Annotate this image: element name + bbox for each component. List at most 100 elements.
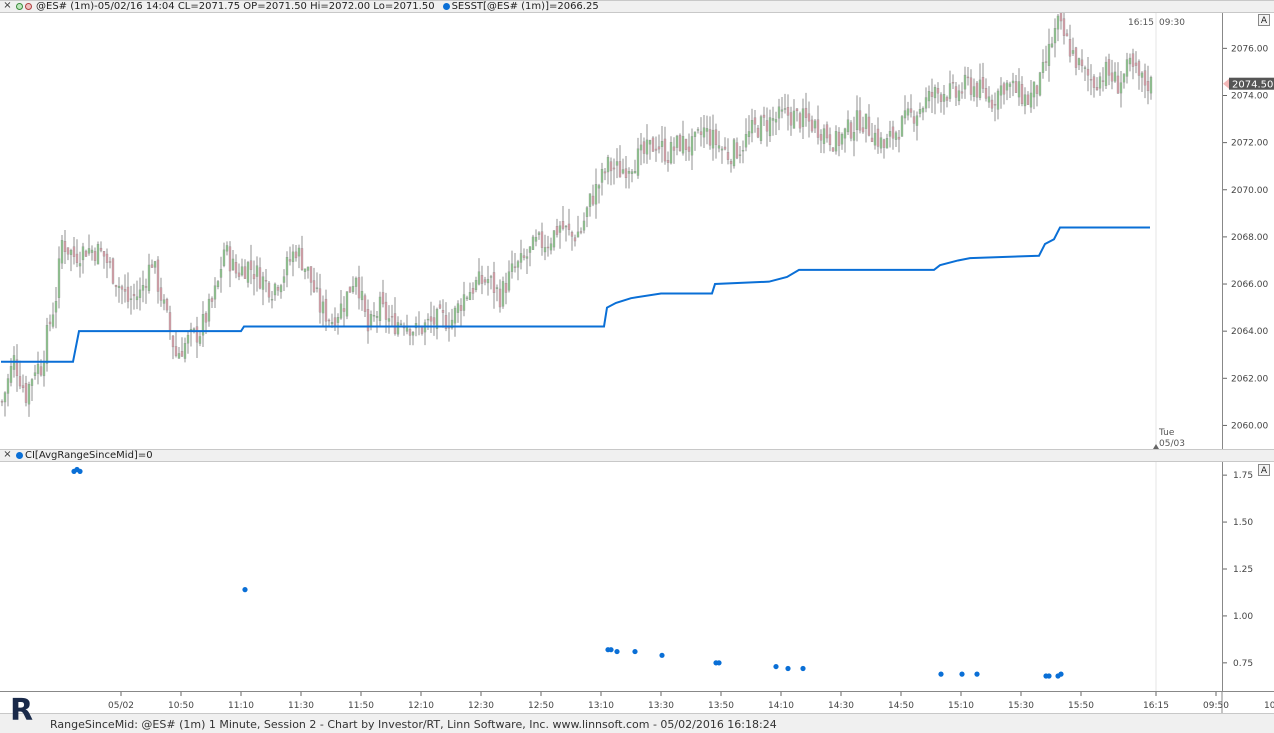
price-candle — [174, 331, 178, 358]
price-candle — [219, 256, 223, 293]
price-candle — [201, 301, 205, 347]
candle-body — [54, 301, 58, 313]
candle-body — [1095, 87, 1099, 91]
candle-body — [660, 141, 664, 147]
price-candle — [222, 242, 226, 268]
price-candle — [645, 124, 649, 164]
candle-body — [357, 277, 361, 299]
price-tick-label: 2072.00 — [1231, 139, 1268, 149]
indicator-plot-area[interactable] — [0, 462, 1222, 691]
time-tick-label: 15:30 — [1008, 701, 1034, 711]
price-candle — [828, 127, 832, 152]
candle-body — [600, 169, 604, 183]
price-axis[interactable]: 2060.00 2062.00 2064.00 2066.00 2068.00 2070.… — [1222, 13, 1274, 449]
candle-body — [705, 128, 709, 132]
candle-body — [945, 97, 949, 101]
session-right-time: 09:30 — [1159, 18, 1185, 28]
candle-body — [846, 119, 850, 133]
sesst-info: SESST[@ES# (1m)]=2066.25 — [451, 1, 599, 12]
price-candle — [663, 126, 667, 165]
candle-body — [795, 108, 799, 112]
price-candle — [123, 274, 127, 303]
price-candle — [519, 239, 523, 270]
price-candle — [537, 231, 541, 240]
candle-body — [1092, 76, 1096, 88]
candle-body — [1002, 83, 1006, 95]
candle-body — [3, 392, 7, 403]
indicator-axis[interactable]: 1.75 1.50 1.25 1.00 0.75 — [1222, 462, 1274, 691]
autoscale-button-main[interactable]: A — [1258, 14, 1270, 26]
time-tick-label: 15:50 — [1068, 701, 1094, 711]
candle-body — [66, 247, 70, 255]
candle-body — [1125, 59, 1129, 77]
candle-body — [885, 138, 889, 149]
price-candle — [915, 111, 919, 141]
price-candle — [531, 234, 535, 250]
price-candle — [693, 131, 697, 151]
candle-body — [303, 268, 307, 272]
candle-body — [183, 343, 187, 359]
price-candle — [504, 272, 508, 305]
price-candle — [576, 215, 580, 238]
candle-body — [114, 285, 118, 287]
candle-body — [912, 116, 916, 124]
price-candle — [1083, 65, 1087, 81]
candle-body — [1017, 81, 1021, 98]
price-candle — [417, 311, 421, 336]
time-axis-svg: 05/02 10:50 11:10 11:30 11:50 12:10 12:30 12:50… — [108, 692, 1274, 714]
candle-body — [804, 107, 808, 118]
price-candle — [483, 276, 487, 286]
price-candle — [486, 265, 490, 296]
candle-body — [306, 266, 310, 271]
candle-body — [1071, 50, 1075, 54]
time-tick-label: 10:50 — [168, 701, 194, 711]
candle-body — [30, 379, 34, 386]
price-candle — [951, 74, 955, 90]
time-axis[interactable]: 05/02 10:50 11:10 11:30 11:50 12:10 12:30 12:50… — [0, 691, 1274, 714]
price-candle — [126, 272, 130, 309]
candle-body — [222, 249, 226, 266]
candle-body — [399, 323, 403, 325]
candle-body — [573, 237, 577, 242]
price-candle — [897, 129, 901, 153]
price-candle — [1131, 48, 1135, 80]
candle-body — [870, 137, 874, 143]
price-candle — [426, 313, 430, 330]
candle-body — [1146, 81, 1150, 92]
candle-body — [282, 276, 286, 283]
candle-body — [81, 246, 85, 261]
candle-body — [1140, 72, 1144, 78]
candle-body — [195, 326, 199, 343]
price-candle — [603, 168, 607, 181]
candle-body — [624, 168, 628, 179]
candle-body — [135, 296, 139, 301]
last-price-box — [1229, 77, 1274, 90]
candle-body — [435, 309, 439, 329]
candle-body — [813, 120, 817, 129]
candle-body — [717, 145, 721, 149]
candle-body — [291, 251, 295, 263]
ci-info: CI[AvgRangeSinceMid]=0 — [25, 450, 153, 461]
close-main-pane-icon[interactable]: × — [3, 0, 12, 11]
candle-body — [684, 138, 688, 150]
candle-body — [690, 136, 694, 156]
candle-body — [921, 108, 925, 113]
autoscale-button-sub[interactable]: A — [1258, 464, 1270, 476]
candle-body — [243, 266, 247, 279]
price-plot-area[interactable]: 16:15 09:30 Tue 05/03 — [0, 3, 1222, 449]
close-indicator-pane-icon[interactable]: × — [3, 449, 12, 460]
candle-body — [1038, 72, 1042, 96]
candle-body — [801, 108, 805, 127]
price-candle — [606, 154, 610, 185]
price-candle — [144, 278, 148, 304]
candle-body — [264, 280, 268, 282]
candle-body — [162, 299, 166, 304]
candle-body — [507, 271, 511, 291]
candle-body — [531, 236, 535, 250]
price-candle — [207, 293, 211, 327]
candle-body — [429, 316, 433, 322]
price-candle — [948, 70, 952, 102]
candle-body — [537, 232, 541, 235]
price-candle — [795, 108, 799, 122]
candle-body — [720, 148, 724, 151]
